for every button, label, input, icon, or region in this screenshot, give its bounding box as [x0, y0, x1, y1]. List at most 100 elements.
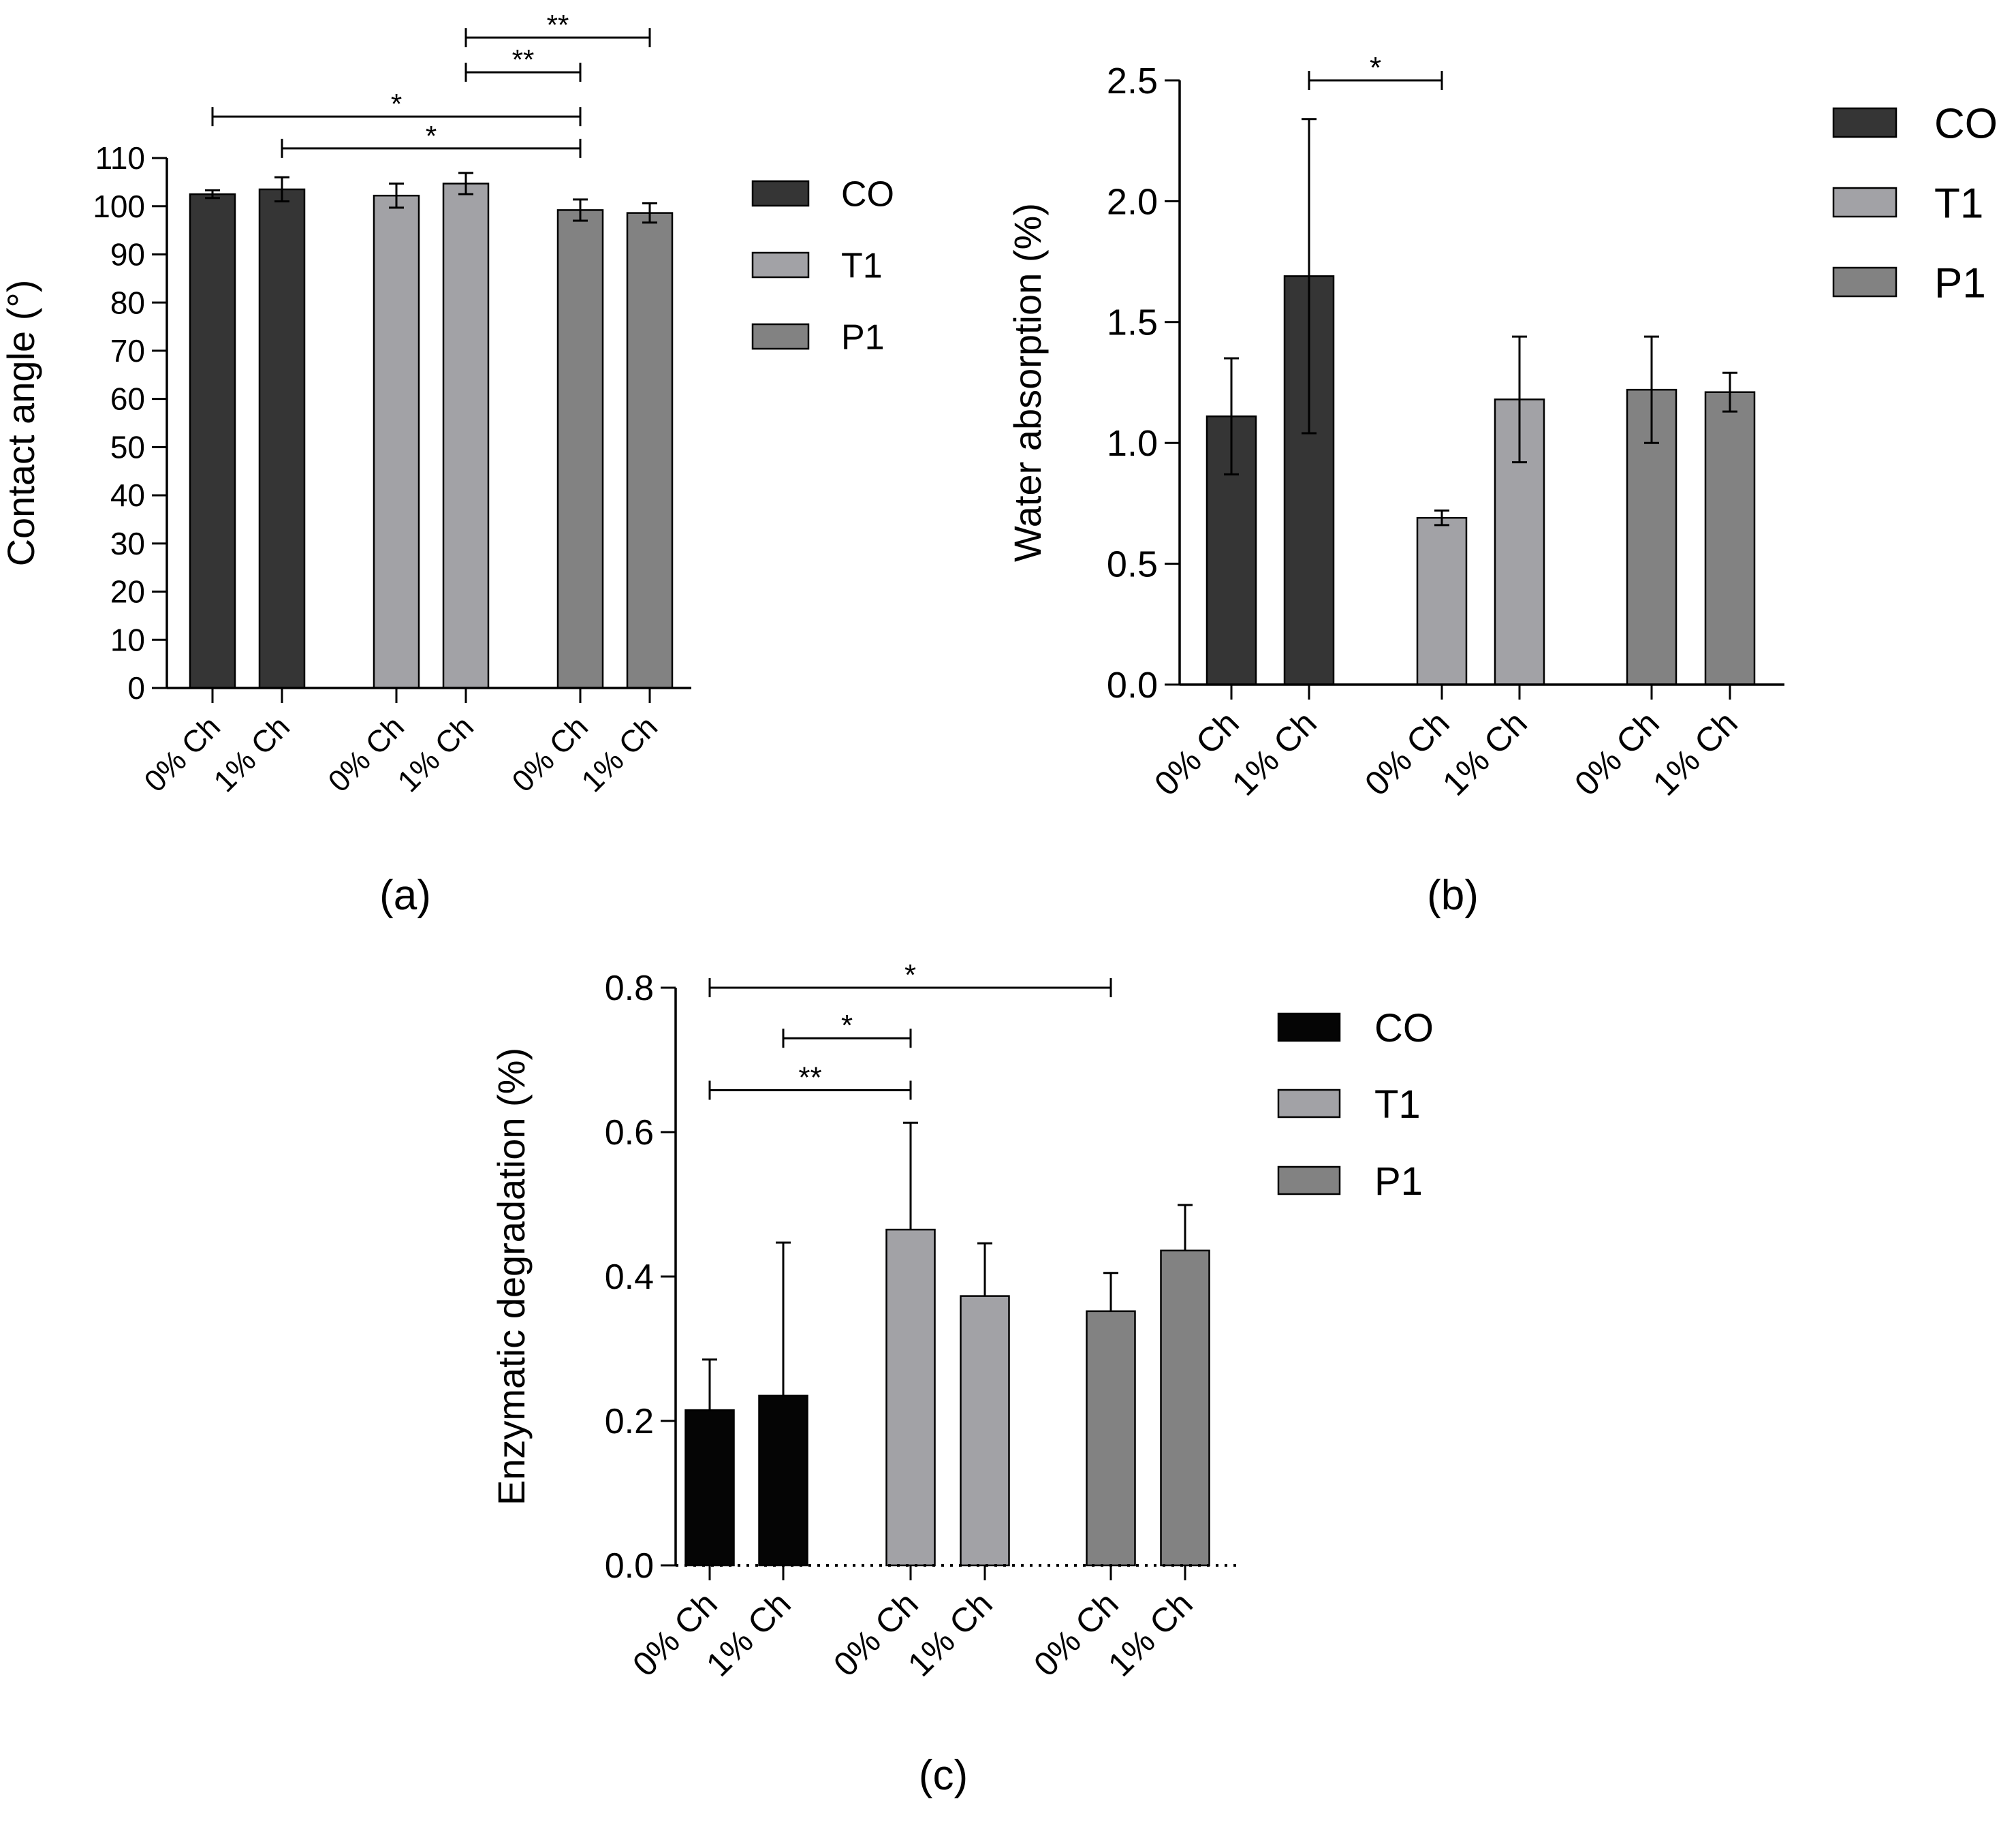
error-bar — [977, 1242, 992, 1296]
x-tick-label: 0% Ch — [1026, 1584, 1126, 1684]
bar — [258, 188, 306, 689]
bar — [373, 194, 420, 689]
error-bar — [642, 202, 657, 224]
legend-swatch — [1832, 107, 1897, 138]
legend-swatch — [1832, 266, 1897, 298]
y-tick-label: 30 — [110, 526, 145, 561]
x-tick-label: 1% Ch — [206, 709, 296, 799]
x-tick-label: 1% Ch — [1645, 704, 1745, 803]
panel-label: (c) — [919, 1752, 968, 1799]
y-tick-label: 2.5 — [1107, 61, 1158, 101]
y-tick-label: 0 — [127, 670, 145, 706]
legend-label: CO — [841, 175, 894, 215]
y-tick-label: 0.6 — [605, 1113, 654, 1153]
significance-bracket: ** — [464, 44, 582, 82]
error-bar — [702, 1358, 717, 1411]
y-axis-label: Water absorption (%) — [1006, 203, 1049, 562]
legend-label: P1 — [1934, 260, 1986, 307]
x-tick-label: 0% Ch — [137, 709, 227, 799]
y-tick-label: 0.8 — [605, 969, 654, 1008]
y-tick-label: 2.0 — [1107, 181, 1158, 222]
error-bar — [458, 172, 473, 195]
y-tick-label: 110 — [95, 140, 145, 176]
bar — [684, 1409, 735, 1567]
y-tick-label: 70 — [110, 333, 145, 369]
error-bar — [1302, 118, 1317, 435]
y-tick-label: 0.4 — [605, 1257, 654, 1297]
significance-bracket: * — [708, 958, 1112, 997]
x-tick-label: 1% Ch — [699, 1584, 798, 1684]
y-tick-label: 20 — [110, 574, 145, 610]
legend-label: P1 — [841, 318, 885, 358]
bar — [758, 1394, 808, 1567]
legend-swatch — [1277, 1012, 1341, 1042]
x-tick-label: 1% Ch — [574, 709, 664, 799]
error-bar — [205, 189, 220, 200]
error-bar — [1644, 335, 1659, 444]
legend-label: CO — [1934, 100, 1998, 147]
x-tick-label: 1% Ch — [1435, 704, 1534, 803]
legend-label: T1 — [1934, 180, 1983, 227]
y-tick-label: 1.5 — [1107, 302, 1158, 343]
error-bar — [1224, 357, 1239, 475]
error-bar — [1103, 1272, 1118, 1311]
error-bar — [274, 176, 289, 203]
significance-bracket: * — [782, 1009, 912, 1048]
legend-label: P1 — [1374, 1159, 1423, 1204]
legend-swatch — [1277, 1165, 1341, 1195]
y-tick-label: 90 — [110, 237, 145, 272]
panel-label: (b) — [1427, 872, 1479, 919]
x-axis: 0% Ch1% Ch 0% Ch1% Ch 0% Ch1% Ch — [1147, 683, 1784, 803]
significance-label: ** — [547, 9, 569, 41]
legend-swatch — [751, 180, 810, 207]
y-tick-label: 10 — [110, 622, 145, 657]
error-bar — [389, 182, 404, 209]
bar — [1160, 1249, 1210, 1567]
y-tick-label: 0.0 — [1107, 665, 1158, 706]
x-tick-label: 1% Ch — [900, 1584, 1000, 1684]
bar — [1704, 391, 1756, 686]
bar — [626, 212, 674, 689]
significance-label: * — [1370, 51, 1381, 84]
legend-swatch — [751, 323, 810, 350]
y-tick-label: 40 — [110, 478, 145, 513]
legend: CO T1 P1 — [1277, 1006, 1434, 1204]
chart-panel-c: 0.00.20.40.60.80% Ch1% Ch 0% Ch1% Ch 0% Ch… — [490, 958, 1434, 1799]
legend-label: CO — [1374, 1006, 1434, 1050]
significance-label: ** — [512, 44, 535, 76]
error-bar — [903, 1121, 918, 1230]
chart-panel-b: 0.00.51.01.52.02.50% Ch1% Ch 0% Ch1% Ch 0%… — [1006, 51, 1998, 919]
error-bar — [1178, 1204, 1193, 1251]
y-tick-label: 50 — [110, 429, 145, 465]
x-tick-label: 0% Ch — [505, 709, 595, 799]
significance-bracket: * — [1308, 51, 1443, 90]
y-tick-label: 0.5 — [1107, 544, 1158, 585]
x-tick-label: 0% Ch — [321, 709, 411, 799]
y-axis: 0.0 0.5 1.0 1.5 2.0 2.5 — [1107, 61, 1181, 706]
bar — [885, 1228, 936, 1567]
y-tick-label: 100 — [93, 189, 145, 224]
y-tick-label: 1.0 — [1107, 423, 1158, 464]
y-tick-label: 0.2 — [605, 1402, 654, 1441]
panel-label: (a) — [379, 872, 431, 919]
x-tick-label: 1% Ch — [390, 709, 480, 799]
x-tick-label: 1% Ch — [1101, 1584, 1200, 1684]
y-axis: 0 10 20 30 40 50 60 70 80 90 100 110 — [93, 140, 168, 706]
significance-label: * — [426, 120, 437, 152]
significance-label: * — [904, 958, 916, 992]
x-tick-label: 0% Ch — [1357, 704, 1457, 803]
x-tick-label: 0% Ch — [1147, 704, 1246, 803]
legend: CO T1 P1 — [751, 175, 894, 358]
legend: CO T1 P1 — [1832, 100, 1998, 307]
y-tick-label: 80 — [110, 285, 145, 320]
bar — [1416, 516, 1468, 686]
x-axis: 0% Ch1% Ch 0% Ch1% Ch 0% Ch1% Ch — [625, 1564, 1236, 1684]
x-tick-label: 0% Ch — [1567, 704, 1667, 803]
legend-swatch — [1832, 187, 1897, 218]
y-axis-label: Contact angle (°) — [0, 280, 42, 567]
significance-bracket: ** — [464, 9, 651, 48]
legend-swatch — [1277, 1089, 1341, 1118]
y-tick-label: 0.0 — [605, 1546, 654, 1586]
bar — [556, 209, 604, 689]
